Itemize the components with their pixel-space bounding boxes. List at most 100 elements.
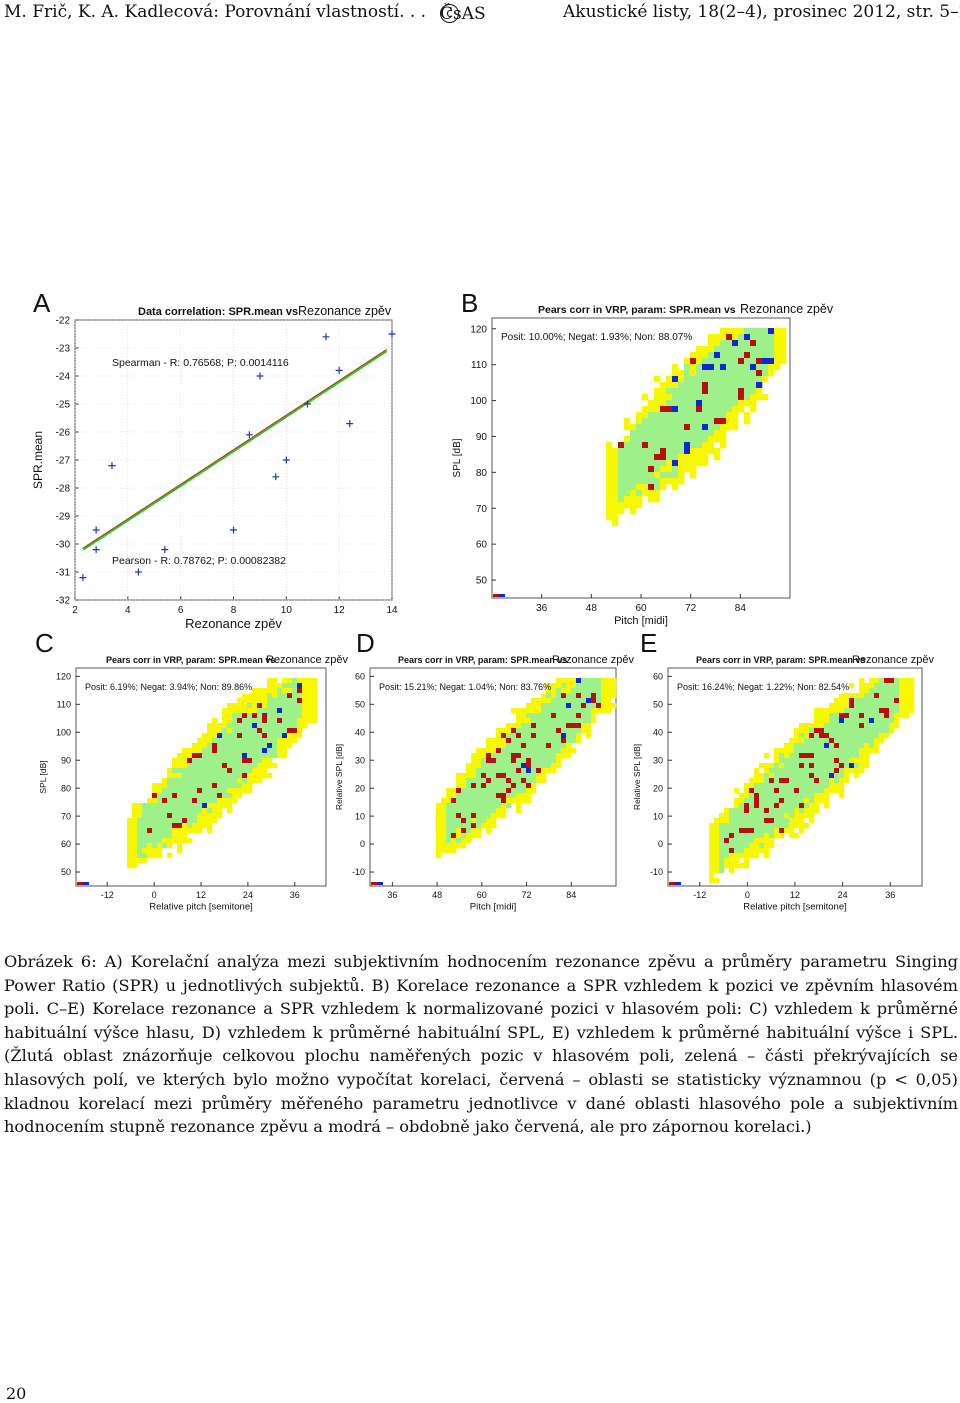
x-axis-label: Pitch [midi] [470,902,516,913]
x-tick-label: 0 [152,890,157,900]
y-tick-label: 10 [653,811,663,821]
y-tick-label: 50 [476,576,488,587]
figure-caption: Obrázek 6: A) Korelační analýza mezi sub… [4,952,958,1137]
chart-a-scatter: 2 4 6 8 10 12 14 -22 -23 -24 -25 -26 -27 -28 -29 -30 -31… [30,298,410,638]
y-tick-label: -22 [56,316,71,327]
data-point [134,568,142,576]
y-tick-label: 40 [653,727,663,737]
chart-title: Pears corr in VRP, param: SPR.mean vs [106,655,275,665]
legend-swatch-red [669,882,675,885]
data-point [282,456,290,464]
stats-annotation: Posit: 10.00%; Negat: 1.93%; Non: 88.07% [501,332,692,343]
x-tick-label: 24 [838,890,848,900]
legend-swatch-blue [499,594,505,597]
y-tick-label: 20 [653,783,663,793]
data-point [272,473,280,481]
spearman-annotation: Spearman - R: 0.76568; P: 0.0014116 [112,357,289,369]
chart-d-vrp: 36 48 60 72 84 -10 0 10 20 30 40 50 60 Pitch [midi] Re… [334,650,634,916]
chart-b-svg: 36 48 60 72 84 50 60 70 80 90 100 110 120 Pitch [midi… [452,302,834,627]
x-tick-label: 36 [885,890,895,900]
y-tick-label: -28 [56,484,71,495]
header-journal: Akustické listy, 18(2–4), prosinec 2012,… [563,2,960,22]
y-tick-label: 120 [470,324,487,335]
panel-letter-c: C [35,628,54,658]
page-number: 20 [6,1384,27,1403]
legend-swatch-red [493,594,499,597]
header-authors: M. Frič, K. A. Kadlecová: Porovnání vlas… [4,2,427,22]
x-tick-label: 12 [334,605,346,616]
y-tick-label: 120 [56,672,71,682]
x-tick-label: 36 [387,890,397,900]
chart-title-suffix: Rezonance zpěv [266,654,348,666]
y-axis-label: SPL [dB] [38,760,48,793]
chart-title: Pears corr in VRP, param: SPR.mean vs [398,655,567,665]
data-point [346,420,354,428]
legend-swatch-red [371,882,377,885]
chart-a-svg: 2 4 6 8 10 12 14 -22 -23 -24 -25 -26 -27 -28 -29 -30 -31… [31,304,398,631]
y-tick-label: 20 [355,783,365,793]
y-axis-label: SPL [dB] [452,438,463,477]
y-axis-label: Relative SPL [dB] [334,744,344,810]
y-tick-label: -25 [56,400,71,411]
data-point [92,526,100,534]
y-tick-label: 100 [470,396,487,407]
x-tick-label: 60 [477,890,487,900]
y-tick-label: 60 [476,540,488,551]
legend-swatch-blue [377,882,383,885]
chart-title: Pears corr in VRP, param: SPR.mean vs [538,304,736,316]
chart-title-suffix: Rezonance zpěv [852,654,934,666]
vrp-cells [709,678,915,884]
y-tick-label: -27 [56,456,71,467]
y-tick-label: 70 [61,811,71,821]
panel-letter-d: D [356,628,375,658]
y-tick-label: 90 [476,432,488,443]
x-axis-label: Relative pitch [semitone] [743,902,847,913]
legend-swatch-blue [675,882,681,885]
chart-title-suffix: Rezonance zpěv [298,304,392,318]
y-tick-label: -24 [56,372,71,383]
x-tick-label: -12 [693,890,706,900]
x-axis-label: Rezonance zpěv [185,616,282,631]
y-tick-label: 100 [56,727,71,737]
y-tick-label: -23 [56,344,71,355]
y-tick-label: 40 [355,727,365,737]
data-point [245,431,253,439]
x-tick-label: 10 [281,605,293,616]
x-tick-label: 36 [290,890,300,900]
x-tick-label: 84 [735,603,747,614]
x-tick-label: 0 [745,890,750,900]
y-tick-label: 110 [57,699,71,709]
y-tick-label: 30 [653,755,663,765]
y-tick-label: -10 [352,867,365,877]
x-tick-label: 4 [125,605,131,616]
y-tick-label: 0 [360,839,365,849]
vrp-cells [606,328,787,527]
stats-annotation: Posit: 15.21%; Negat: 1.04%; Non: 83.76% [379,682,551,692]
y-tick-label: 80 [61,783,71,793]
stats-box-bg [376,678,546,694]
x-tick-label: 48 [432,890,442,900]
x-tick-label: 84 [566,890,576,900]
x-tick-label: -12 [101,890,114,900]
chart-e-svg: -12 0 12 24 36 -10 0 10 20 30 40 50 60 Relative pitch… [632,654,934,913]
y-tick-label: 10 [355,811,365,821]
y-tick-label: 60 [653,672,663,682]
data-point [256,372,264,380]
data-point [92,546,100,554]
stats-annotation: Posit: 6.19%; Negat: 3.94%; Non: 89.86% [85,682,252,692]
x-tick-label: 6 [178,605,184,616]
running-header: M. Frič, K. A. Kadlecová: Porovnání vlas… [0,0,960,24]
y-tick-label: 80 [476,468,488,479]
x-tick-label: 48 [586,603,598,614]
chart-title-suffix: Rezonance zpěv [552,654,634,666]
fit-line-green [82,349,388,551]
x-tick-label: 12 [790,890,800,900]
y-tick-label: -30 [56,540,71,551]
y-tick-label: 30 [355,755,365,765]
panel-letter-e: E [640,628,658,658]
chart-title: Pears corr in VRP, param: SPR.mean vs [696,655,865,665]
x-tick-label: 72 [522,890,532,900]
chart-b-vrp: 36 48 60 72 84 50 60 70 80 90 100 110 120 Pitch [midi… [448,298,848,632]
y-tick-label: 50 [653,699,663,709]
chart-e-vrp: -12 0 12 24 36 -10 0 10 20 30 40 50 60 Relative pitch… [632,650,942,916]
